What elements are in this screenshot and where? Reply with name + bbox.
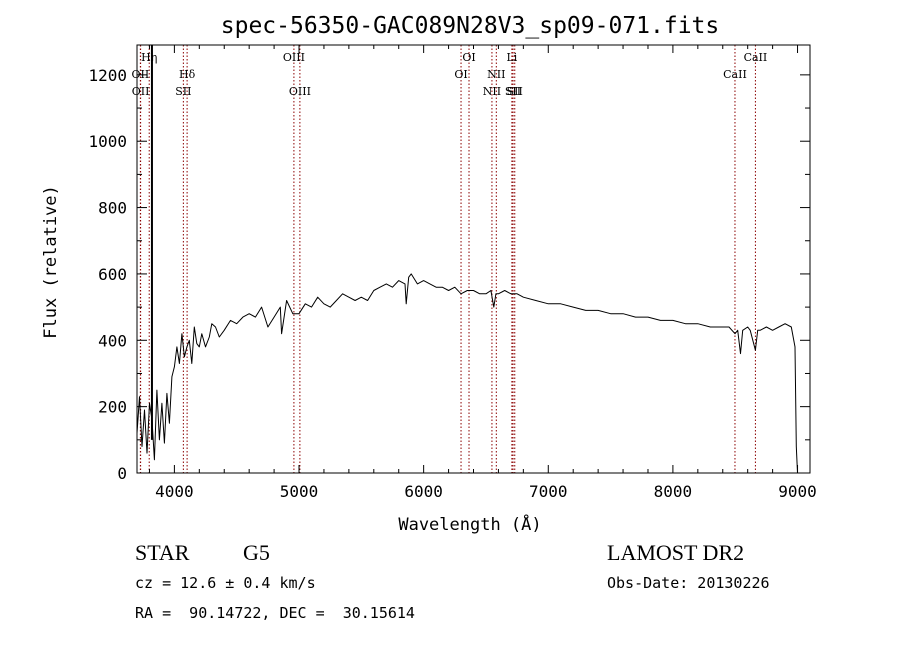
survey-label: LAMOST DR2 — [607, 540, 745, 565]
line-label-7: OI — [454, 68, 467, 81]
x-tick-label-7000: 7000 — [529, 482, 568, 501]
plot-frame — [136, 44, 811, 474]
line-label-6: OIII — [289, 85, 311, 98]
line-label-3: SII — [175, 85, 191, 98]
line-label-15: CaII — [744, 51, 768, 64]
y-tick-label-1000: 1000 — [88, 132, 127, 151]
line-label-8: OI — [462, 51, 475, 64]
y-tick-label-200: 200 — [98, 398, 127, 417]
line-label-12: SII — [505, 85, 521, 98]
line-label-1: OII — [132, 85, 150, 98]
line-label-5: OIII — [283, 51, 305, 64]
x-tick-label-8000: 8000 — [654, 482, 693, 501]
y-tick-label-400: 400 — [98, 331, 127, 350]
y-tick-label-800: 800 — [98, 199, 127, 218]
line-label-14: CaII — [723, 68, 747, 81]
line-label-2: Hη — [141, 51, 157, 64]
y-axis-label: Flux (relative) — [41, 185, 61, 339]
chart-title: spec-56350-GAC089N28V3_sp09-071.fits — [221, 13, 720, 39]
x-axis-label: Wavelength (Å) — [398, 513, 541, 535]
y-tick-label-1200: 1200 — [88, 66, 127, 85]
line-label-9: NII — [483, 85, 501, 98]
x-tick-label-4000: 4000 — [155, 482, 194, 501]
object-subclass: G5 — [243, 540, 270, 565]
x-tick-label-6000: 6000 — [404, 482, 443, 501]
line-label-4: Hδ — [179, 68, 196, 81]
object-class-label: STAR — [135, 540, 190, 565]
line-label-11: Li — [506, 51, 517, 64]
coordinates-text: RA = 90.14722, DEC = 30.15614 — [135, 604, 415, 622]
redshift-text: cz = 12.6 ± 0.4 km/s — [135, 574, 316, 592]
spectrum-line — [136, 273, 798, 474]
line-label-10: NII — [487, 68, 505, 81]
x-tick-label-9000: 9000 — [778, 482, 817, 501]
plot-area: 4000 5000 6000 7000 8000 9000 0 200 400 600 800 100… — [88, 44, 817, 501]
obs-date-text: Obs-Date: 20130226 — [607, 574, 770, 592]
line-label-0: OII — [132, 68, 150, 81]
y-tick-label-600: 600 — [98, 265, 127, 284]
line-label-13: SII — [507, 85, 523, 98]
y-tick-label-0: 0 — [117, 464, 127, 483]
x-tick-label-5000: 5000 — [280, 482, 319, 501]
